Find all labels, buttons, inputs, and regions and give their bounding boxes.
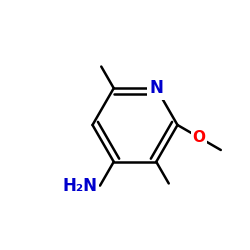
Text: O: O: [193, 130, 206, 145]
Text: N: N: [149, 79, 163, 97]
Text: H₂N: H₂N: [62, 176, 98, 194]
